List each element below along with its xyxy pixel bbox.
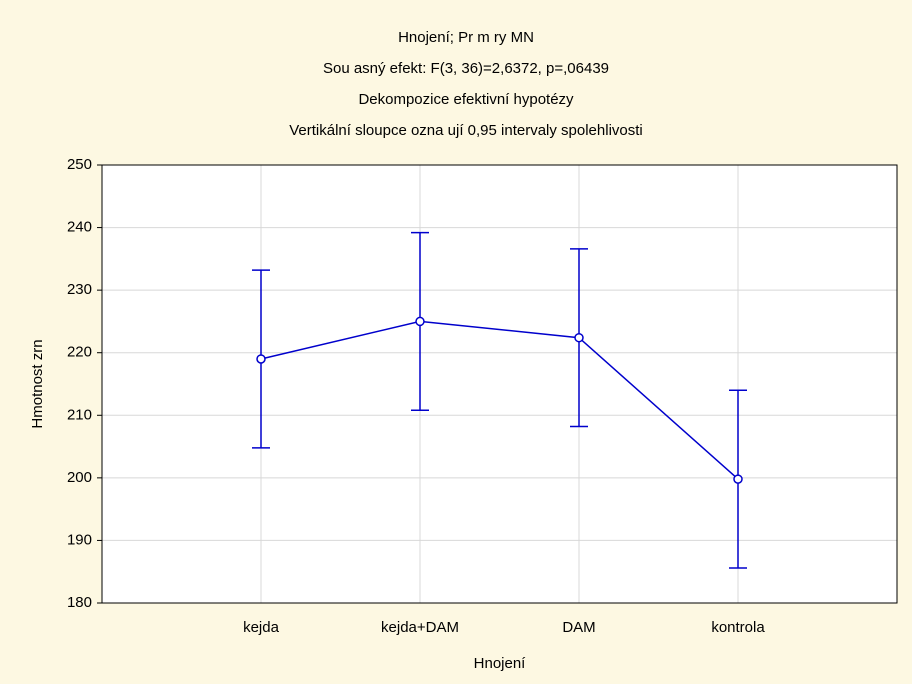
data-point xyxy=(415,316,425,327)
x-tick-label: DAM xyxy=(562,619,595,636)
y-tick-label: 250 xyxy=(67,156,92,173)
y-tick-label: 220 xyxy=(67,344,92,361)
x-axis-label: Hnojení xyxy=(474,655,527,672)
data-point xyxy=(256,354,266,364)
y-tick-label: 240 xyxy=(67,219,92,236)
plot-area xyxy=(102,165,897,603)
y-tick-label: 230 xyxy=(67,281,92,298)
x-tick-label: kejda xyxy=(243,619,280,636)
chart-title: Hnojení; Pr m ry MN xyxy=(398,29,534,46)
x-tick-label: kontrola xyxy=(711,619,765,636)
data-point xyxy=(574,332,584,343)
y-axis-label: Hmotnost zrn xyxy=(29,339,46,428)
y-tick-label: 180 xyxy=(67,594,92,611)
data-point xyxy=(733,474,743,484)
y-tick-label: 190 xyxy=(67,531,92,548)
x-tick-label: kejda+DAM xyxy=(381,619,459,636)
chart-title: Vertikální sloupce ozna ují 0,95 interva… xyxy=(289,122,643,139)
y-tick-label: 200 xyxy=(67,469,92,486)
chart-title: Dekompozice efektivní hypotézy xyxy=(358,91,574,108)
chart-title: Sou asný efekt: F(3, 36)=2,6372, p=,0643… xyxy=(323,60,609,77)
plot-frame xyxy=(101,164,898,604)
y-tick-label: 210 xyxy=(67,406,92,423)
data-line xyxy=(260,320,739,480)
